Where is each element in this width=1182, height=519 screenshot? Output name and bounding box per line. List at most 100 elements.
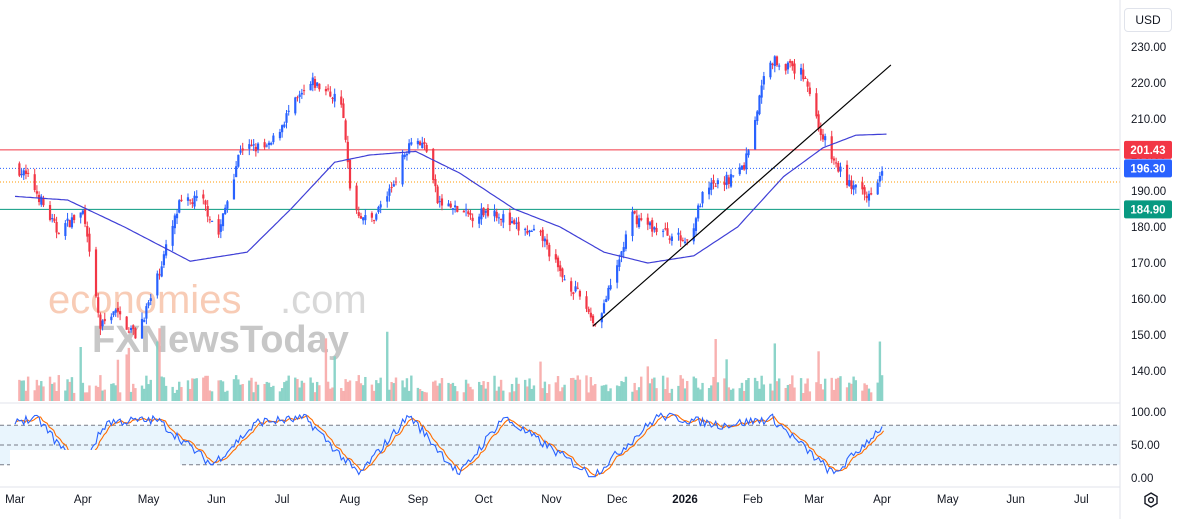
volume-bar [823, 378, 827, 401]
volume-bar [510, 383, 514, 401]
volume-bar [541, 388, 544, 401]
volume-bar [425, 392, 428, 401]
volume-bar [784, 387, 787, 401]
month-label: May [138, 494, 160, 506]
candle-body [576, 287, 579, 289]
volume-bar [710, 385, 713, 401]
volume-bar [375, 380, 378, 401]
volume-bar [563, 384, 566, 401]
volume-bar [232, 379, 236, 401]
volume-bar [388, 389, 391, 401]
candle-body [423, 141, 426, 145]
candle-body [51, 218, 54, 220]
candle-body [208, 219, 211, 221]
volume-bar [681, 378, 685, 401]
candle-body [771, 63, 774, 65]
candle-body [237, 154, 240, 167]
volume-bar [462, 392, 466, 401]
month-label: Mar [804, 494, 824, 506]
candle-body [585, 296, 588, 309]
volume-bar [865, 384, 868, 401]
volume-bar [418, 389, 422, 401]
candle-body [254, 146, 257, 152]
currency-button[interactable]: USD [1124, 8, 1172, 32]
volume-bar [556, 376, 560, 401]
month-label: Dec [607, 494, 628, 506]
volume-bar [234, 375, 238, 401]
volume-bar [863, 383, 866, 401]
volume-bar [655, 388, 658, 401]
volume-bar [758, 388, 761, 401]
volume-bar [311, 382, 314, 401]
legend-mask [10, 450, 180, 480]
volume-bar [482, 381, 485, 401]
candle-body [79, 212, 82, 218]
oscillator-axis-ticks: 100.00 50.00 0.00 [1131, 407, 1166, 485]
candle-body [311, 77, 314, 86]
volume-bar [101, 390, 104, 401]
volume-bar [815, 382, 818, 401]
volume-bar [878, 341, 882, 401]
volume-bar [127, 347, 131, 401]
price-tick-label: 210.00 [1131, 114, 1166, 126]
candle-body [125, 316, 128, 330]
candle-body [342, 103, 345, 119]
volume-bar [802, 392, 805, 401]
candle-body [486, 208, 490, 216]
candle-body [454, 205, 457, 208]
month-label: Mar [5, 494, 25, 506]
candle-body [863, 187, 866, 195]
candle-body [510, 221, 514, 224]
volume-bar [103, 389, 106, 401]
volume-bar [602, 385, 606, 401]
volume-bar [554, 382, 558, 401]
volume-bar [346, 381, 350, 401]
candle-body [556, 257, 560, 268]
volume-bar [484, 388, 487, 401]
candle-body [294, 97, 297, 114]
trendline[interactable] [592, 64, 892, 327]
candle-body [493, 210, 496, 217]
volume-bar [453, 386, 457, 401]
volume-bar [33, 390, 36, 401]
candle-body [219, 224, 222, 232]
month-label: Aug [340, 494, 360, 506]
volume-bar [493, 375, 496, 401]
volume-bar [762, 384, 766, 401]
volume-bar [607, 391, 610, 401]
candle-body [602, 303, 606, 314]
volume-bar [760, 375, 763, 401]
volume-bar [692, 376, 695, 401]
volume-bar [456, 391, 459, 401]
candle-body [86, 226, 89, 237]
volume-bar [526, 386, 529, 401]
candle-body [681, 240, 684, 242]
volume-bar [18, 379, 21, 401]
volume-bar [661, 375, 665, 401]
volume-bar [832, 389, 836, 401]
candle-body [370, 213, 374, 218]
candle-body [760, 85, 763, 98]
volume-bar [359, 383, 363, 401]
volume-bar [837, 377, 840, 401]
volume-bar [773, 343, 776, 401]
volume-bar [817, 351, 820, 401]
candle-body [865, 195, 868, 199]
volume-bar [740, 382, 744, 401]
candle-body [202, 194, 205, 199]
volume-bar [333, 356, 336, 401]
candle-body [482, 207, 485, 216]
candle-body [224, 207, 227, 215]
candle-body [158, 274, 161, 276]
candle-body [287, 110, 290, 112]
settings-icon[interactable] [1141, 490, 1161, 510]
volume-bar [48, 376, 52, 401]
volume-bar [447, 382, 450, 401]
volume-bar [272, 385, 275, 401]
volume-bar [394, 377, 398, 401]
volume-bar [775, 381, 779, 401]
volume-bar [569, 377, 573, 401]
candle-body [738, 167, 741, 175]
candle-body [756, 111, 759, 122]
